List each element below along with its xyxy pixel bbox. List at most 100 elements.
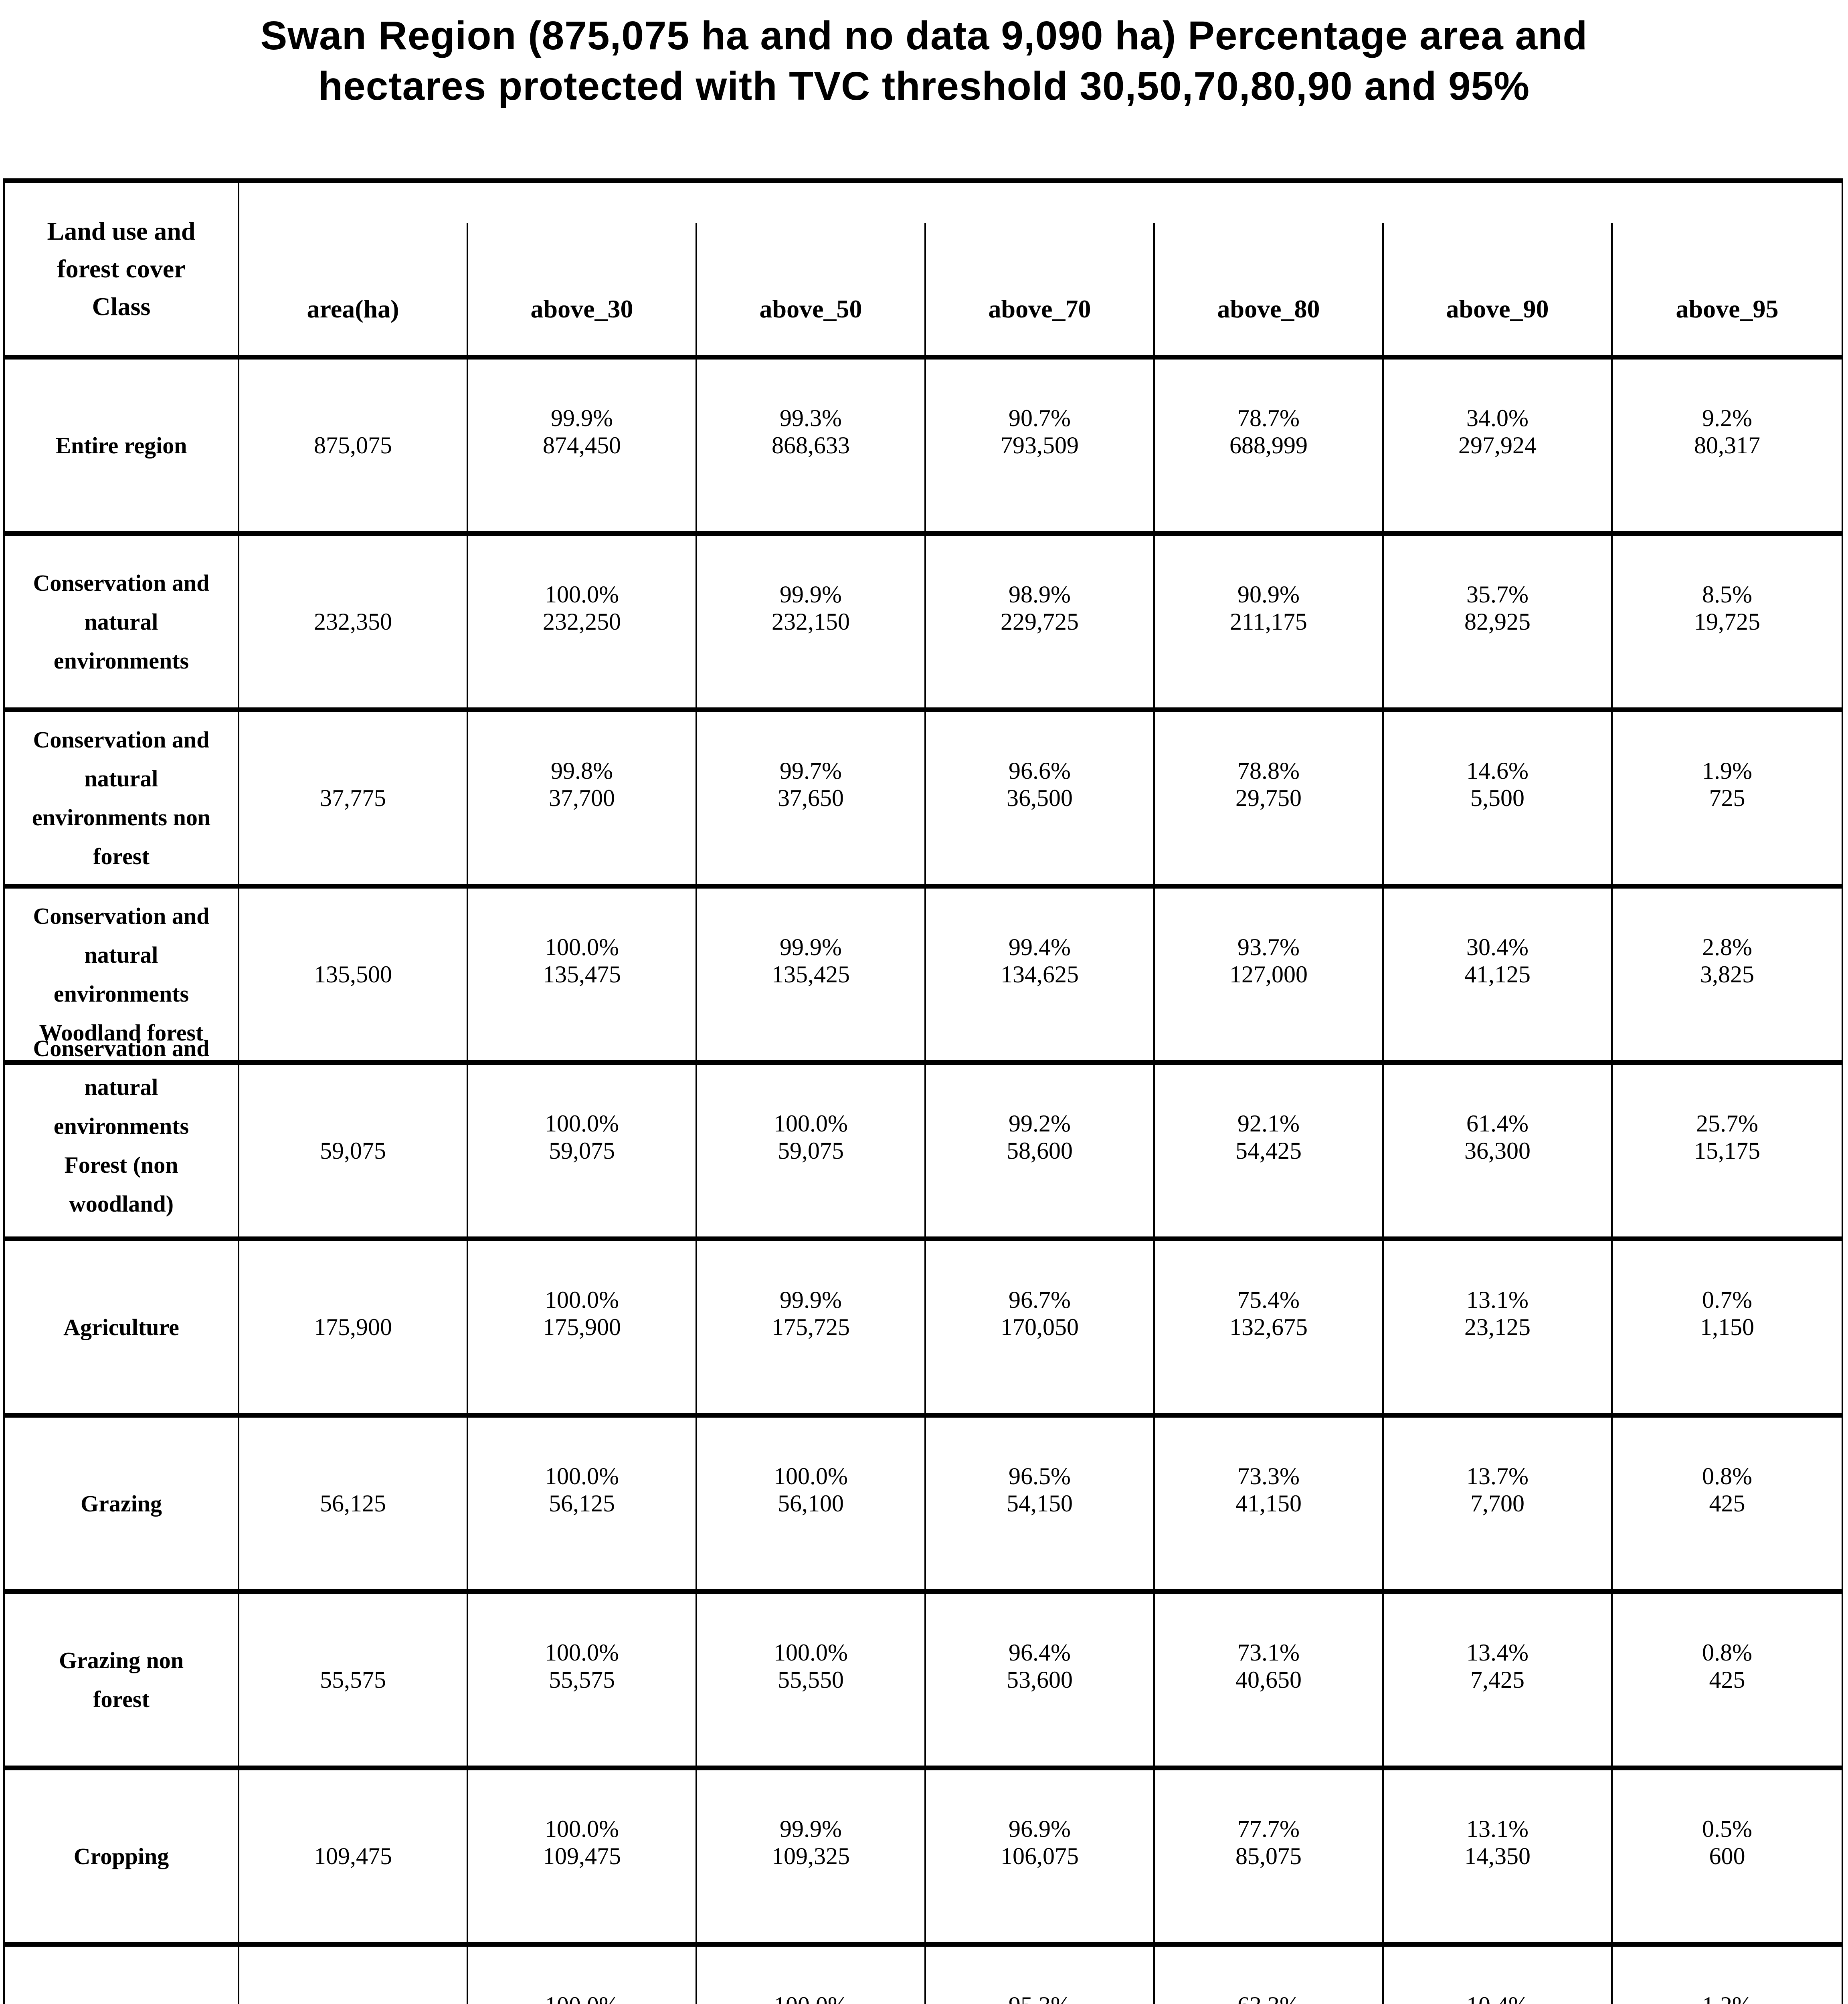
percent-value: 0.5% — [1702, 1816, 1752, 1842]
row-label-cell: Entire region — [5, 360, 239, 531]
row-label: Grazing non forest — [59, 1647, 184, 1712]
threshold-value-cell: 100.0% 56,100 — [697, 1418, 926, 1589]
hectares-value: 134,625 — [1001, 961, 1079, 988]
threshold-value-cell: 99.9% 874,450 — [468, 360, 697, 531]
hectares-value: 53,600 — [1007, 1667, 1073, 1693]
threshold-value-cell: 100.0% 59,075 — [697, 1065, 926, 1236]
table-row: Agriculture 175,900 100.0% 175,900 99.9% 175,… — [5, 1241, 1842, 1418]
percent-value: 98.9% — [1009, 581, 1071, 608]
area-ha-cell: 875,075 — [239, 360, 468, 531]
percent-value: 96.7% — [1009, 1287, 1071, 1313]
hectares-value: 37,700 — [549, 785, 615, 811]
threshold-value-cell: 61.4% 36,300 — [1384, 1065, 1613, 1236]
threshold-value-cell: 9.2% 80,317 — [1613, 360, 1842, 531]
hectares-value: 127,000 — [1229, 961, 1308, 988]
threshold-value-cell: 10.4%1,050 — [1384, 1947, 1613, 2004]
hectares-value: 23,125 — [1464, 1314, 1531, 1340]
threshold-value-cell: 34.0% 297,924 — [1384, 360, 1613, 531]
hectares-value: 85,075 — [1235, 1843, 1302, 1869]
percent-value: 99.9% — [551, 405, 613, 431]
percent-value: 100.0% — [545, 1463, 619, 1489]
threshold-value-cell: 78.7% 688,999 — [1155, 360, 1384, 531]
table-header-row: Land use and forest cover Class area(ha)… — [5, 183, 1842, 395]
hectares-value: 41,150 — [1235, 1490, 1302, 1517]
hectares-value: 425 — [1709, 1490, 1745, 1517]
percent-value: 0.8% — [1702, 1463, 1752, 1489]
threshold-value-cell: 100.0% 175,900 — [468, 1241, 697, 1413]
threshold-value-cell: 93.7% 127,000 — [1155, 889, 1384, 1060]
threshold-value-cell: 100.0% 56,125 — [468, 1418, 697, 1589]
hectares-value: 14,350 — [1464, 1843, 1531, 1869]
hectares-value: 793,509 — [1001, 432, 1079, 459]
percent-value: 90.9% — [1237, 581, 1300, 608]
hectares-value: 59,075 — [777, 1137, 844, 1164]
table-row: Cropping 109,475 100.0% 109,475 99.9% 109,325… — [5, 1770, 1842, 1947]
row-label: Conservation and natural environments — [33, 570, 210, 674]
hectares-value: 58,600 — [1007, 1137, 1073, 1164]
threshold-value-cell: 100.0% 59,075 — [468, 1065, 697, 1236]
hectares-value: 175,725 — [772, 1314, 850, 1340]
page-title: Swan Region (875,075 ha and no data 9,09… — [0, 10, 1848, 111]
percent-value: 63.3% — [1237, 1992, 1300, 2004]
hectares-value: 232,250 — [543, 608, 621, 635]
percent-value: 9.2% — [1702, 405, 1752, 431]
threshold-value-cell: 99.4% 134,625 — [926, 889, 1155, 1060]
threshold-value-cell: 98.9% 229,725 — [926, 536, 1155, 707]
percent-value: 13.1% — [1466, 1287, 1529, 1313]
threshold-value-cell: 30.4% 41,125 — [1384, 889, 1613, 1060]
percent-value: 61.4% — [1466, 1110, 1529, 1137]
threshold-value-cell: 0.8% 425 — [1613, 1418, 1842, 1589]
hectares-value: 40,650 — [1235, 1667, 1302, 1693]
threshold-value-cell: 100.0%10,075 — [468, 1947, 697, 2004]
hectares-value: 19,725 — [1694, 608, 1760, 635]
hectares-value: 135,425 — [772, 961, 850, 988]
col-header-above-95: above_95 — [1676, 295, 1779, 323]
percent-value: 2.8% — [1702, 934, 1752, 960]
row-label: Conservation and natural environments no… — [32, 727, 211, 869]
percent-value: 13.1% — [1466, 1816, 1529, 1842]
hectares-value: 41,125 — [1464, 961, 1531, 988]
threshold-value-cell: 14.6% 5,500 — [1384, 712, 1613, 884]
threshold-value-cell: 100.0%10,075 — [697, 1947, 926, 2004]
threshold-value-cell: 99.2% 58,600 — [926, 1065, 1155, 1236]
percent-value: 8.5% — [1702, 581, 1752, 608]
threshold-value-cell: 77.7% 85,075 — [1155, 1770, 1384, 1942]
percent-value: 0.8% — [1702, 1639, 1752, 1666]
threshold-value-cell: 100.0% 55,575 — [468, 1594, 697, 1766]
percent-value: 14.6% — [1466, 758, 1529, 784]
hectares-value: 59,075 — [548, 1137, 615, 1164]
col-header-above-70: above_70 — [926, 223, 1155, 395]
hectares-value: 297,924 — [1458, 432, 1537, 459]
hectares-value: 15,175 — [1694, 1137, 1760, 1164]
threshold-value-cell: 25.7% 15,175 — [1613, 1065, 1842, 1236]
hectares-value: 688,999 — [1229, 432, 1308, 459]
page-title-line2: hectares protected with TVC threshold 30… — [318, 64, 1530, 109]
threshold-value-cell: 13.1% 14,350 — [1384, 1770, 1613, 1942]
row-label-cell: Conservation and natural environments — [5, 536, 239, 707]
row-label: Entire region — [55, 432, 187, 459]
percent-value: 100.0% — [774, 1110, 848, 1137]
row-label: Grazing — [81, 1490, 162, 1517]
hectares-value: 109,325 — [772, 1843, 850, 1869]
percent-value: 100.0% — [545, 1110, 619, 1137]
threshold-value-cell: 99.3% 868,633 — [697, 360, 926, 531]
hectares-value: 5,500 — [1470, 785, 1524, 811]
hectares-value: 55,575 — [548, 1667, 615, 1693]
area-ha-cell: 135,500 — [239, 889, 468, 1060]
threshold-value-cell: 75.4% 132,675 — [1155, 1241, 1384, 1413]
hectares-value: 80,317 — [1694, 432, 1760, 459]
threshold-value-cell: 100.0% 135,475 — [468, 889, 697, 1060]
hectares-value: 425 — [1709, 1667, 1745, 1693]
row-label: Cropping — [73, 1843, 169, 1869]
hectares-value: 29,750 — [1235, 785, 1302, 811]
threshold-value-cell: 13.1% 23,125 — [1384, 1241, 1613, 1413]
threshold-value-cell: 2.8% 3,825 — [1613, 889, 1842, 1060]
col-header-above-30: above_30 — [468, 223, 697, 395]
area-ha-cell: 37,775 — [239, 712, 468, 884]
threshold-value-cell: 99.9% 135,425 — [697, 889, 926, 1060]
percent-value: 99.9% — [780, 934, 842, 960]
table-row: Grazing non forest 55,575 100.0% 55,575 100.… — [5, 1594, 1842, 1770]
percent-value: 95.3% — [1009, 1992, 1071, 2004]
table-row: Conservation and natural environments 232… — [5, 536, 1842, 712]
